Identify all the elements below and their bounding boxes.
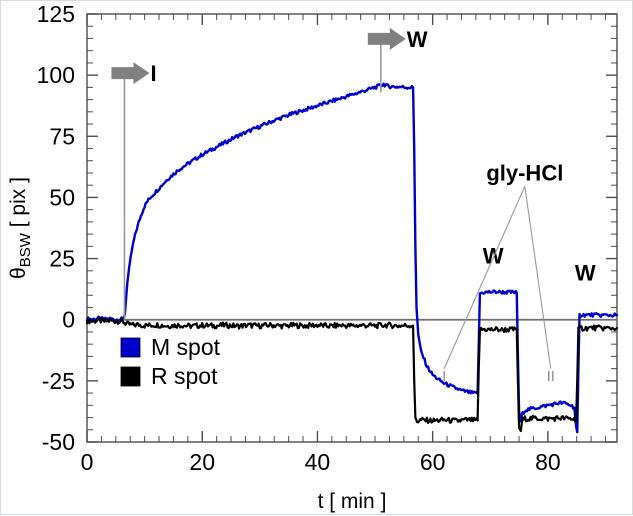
annotation-label-wash-W-top: W [407, 27, 428, 52]
series-line-r-spot [85, 316, 619, 433]
annotation-marker-gly-marker-I: I [442, 368, 446, 385]
annotation-label-wash-W-mid: W [483, 243, 504, 268]
annotation-label-wash-W-right: W [575, 261, 596, 286]
y-axis-title: θBSW [ pix ] [7, 177, 34, 279]
series-line-m-spot [85, 82, 619, 434]
y-tick-label: 0 [62, 307, 75, 333]
legend-swatch-r-spot [120, 366, 141, 387]
annotation-leader-gly-hcl-0 [443, 186, 526, 369]
y-tick-label: 125 [37, 1, 75, 27]
y-tick-label: -25 [42, 368, 75, 394]
legend-label-m-spot: M spot [151, 334, 221, 360]
annotation-leader-gly-hcl-1 [524, 186, 552, 369]
annotation-label-inject-I: I [150, 61, 156, 86]
y-tick-label: 25 [49, 246, 75, 272]
y-tick-label: 75 [49, 123, 75, 149]
legend-label-r-spot: R spot [151, 363, 218, 389]
annotation-marker-gly-marker-II: II [547, 368, 555, 385]
plot-frame [86, 13, 618, 443]
y-tick-label: 100 [37, 62, 75, 88]
y-tick-label: -50 [42, 429, 75, 455]
legend-swatch-m-spot [120, 337, 141, 358]
x-tick-label: 60 [420, 449, 446, 475]
x-tick-label: 20 [189, 449, 215, 475]
x-axis-title: t [ min ] [318, 490, 387, 513]
arrow-icon-wash-W-top [367, 27, 406, 50]
x-tick-label: 40 [305, 449, 331, 475]
arrow-icon-inject-I [111, 62, 150, 85]
x-tick-label: 0 [81, 449, 94, 475]
x-tick-label: 80 [535, 449, 561, 475]
annotation-label-gly-hcl: gly-HCl [486, 160, 563, 185]
svg-text:θBSW [ pix ]: θBSW [ pix ] [7, 177, 34, 279]
y-tick-label: 50 [49, 184, 75, 210]
